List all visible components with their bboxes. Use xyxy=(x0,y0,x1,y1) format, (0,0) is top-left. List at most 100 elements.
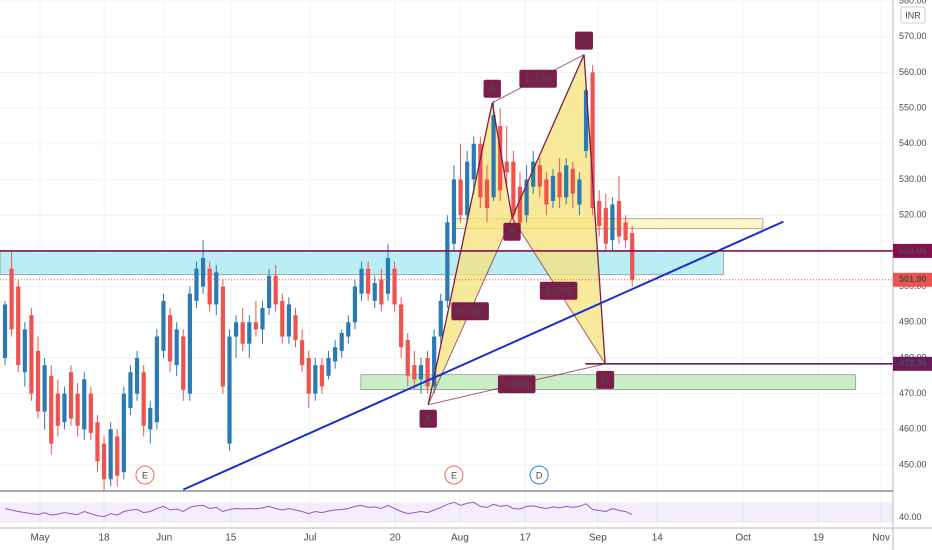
price-tag xyxy=(893,356,932,371)
candle-body xyxy=(392,268,397,305)
candle-body xyxy=(187,293,192,394)
y-tick-label: 570.00 xyxy=(899,31,927,41)
x-tick-label: 18 xyxy=(98,533,110,544)
candle-body xyxy=(16,286,21,366)
candle-body xyxy=(280,300,285,337)
candle-body xyxy=(583,90,589,151)
pattern-leg xyxy=(491,102,513,218)
pattern-leg xyxy=(427,102,493,405)
price-tag-label: 478.35 xyxy=(899,358,927,368)
candle-body xyxy=(412,365,417,380)
pattern-point-label-box xyxy=(419,409,437,428)
price-tag-label: 510.00 xyxy=(899,245,927,255)
candle-body xyxy=(399,304,404,348)
candle-body xyxy=(333,347,338,362)
candle-body xyxy=(55,393,60,426)
candle-body xyxy=(68,372,74,419)
candle-body xyxy=(590,72,595,209)
pattern-ratio: 0.388 xyxy=(456,306,484,318)
candle-body xyxy=(62,393,67,423)
candles xyxy=(2,65,635,490)
pattern-point-label: A xyxy=(489,83,497,95)
y-tick-label: 530.00 xyxy=(899,174,927,184)
candle-body xyxy=(451,179,457,244)
y-tick-label: 580.00 xyxy=(899,0,927,5)
candle-body xyxy=(379,279,384,305)
candle-body xyxy=(564,165,569,198)
candle-body xyxy=(471,143,476,180)
trendline xyxy=(182,220,784,491)
rsi-band xyxy=(0,502,893,523)
overlay-lines xyxy=(0,54,893,491)
candle-body xyxy=(88,393,93,433)
candle-body xyxy=(445,222,450,301)
candle-body xyxy=(35,350,41,412)
rsi-tick-label: 40.00 xyxy=(899,512,922,522)
candle-body xyxy=(425,357,430,387)
candle-body xyxy=(458,179,463,216)
candle-body xyxy=(286,304,292,337)
pattern-point-label: B xyxy=(508,226,515,238)
y-tick-label: 560.00 xyxy=(899,67,927,77)
candle-body xyxy=(214,272,219,305)
candle-body xyxy=(465,161,470,216)
candle-body xyxy=(29,315,34,394)
candle-body xyxy=(121,393,126,473)
y-tick-label: 460.00 xyxy=(899,424,927,434)
x-tick-label: 20 xyxy=(390,533,402,544)
candle-body xyxy=(537,165,542,187)
candle-body xyxy=(504,161,509,173)
x-tick-label: Oct xyxy=(735,533,751,544)
candle-body xyxy=(366,268,371,294)
candle-body xyxy=(49,375,54,444)
price-tag-label: 501.90 xyxy=(899,274,927,284)
candle-body xyxy=(352,286,358,323)
candle-body xyxy=(273,275,278,305)
pattern-triangle xyxy=(428,102,513,405)
candle-body xyxy=(293,315,298,341)
pattern-point-label-box xyxy=(503,222,521,241)
candle-body xyxy=(9,268,14,330)
pattern-leg xyxy=(583,54,606,364)
candle-body xyxy=(630,233,635,280)
candle-body xyxy=(616,200,622,237)
candle-body xyxy=(339,332,344,351)
price-tag xyxy=(893,272,932,287)
currency-label: INR xyxy=(905,10,921,20)
candle-body xyxy=(319,365,325,387)
pattern-ratio: 0.886 xyxy=(503,379,531,391)
candle-body xyxy=(385,258,391,294)
pattern-ratio-box xyxy=(497,375,536,394)
pattern-point-label-box xyxy=(596,370,615,389)
y-tick-label: 540.00 xyxy=(899,138,927,148)
candle-body xyxy=(240,322,245,344)
x-tick-label: 14 xyxy=(652,533,664,544)
candle-body xyxy=(247,322,252,344)
candle-body xyxy=(372,283,377,301)
event-marker xyxy=(529,465,549,485)
event-label: E xyxy=(451,470,457,480)
y-tick-label: 550.00 xyxy=(899,103,927,113)
candle-body xyxy=(550,175,556,201)
y-tick-label: 470.00 xyxy=(899,388,927,398)
pattern-ratio-box xyxy=(539,281,578,300)
price-tag xyxy=(893,243,932,258)
candle-body xyxy=(517,186,523,223)
candle-body xyxy=(597,200,602,226)
candle-body xyxy=(220,286,225,387)
candle-body xyxy=(75,393,80,426)
candle-body xyxy=(141,372,146,426)
candle-body xyxy=(207,268,212,305)
candle-body xyxy=(42,365,47,412)
candle-body xyxy=(438,300,443,337)
candle-body xyxy=(300,340,305,366)
candle-body xyxy=(623,222,628,241)
candle-body xyxy=(181,336,186,391)
pattern-fill xyxy=(428,54,606,405)
candle-body xyxy=(498,125,503,191)
y-tick-label: 450.00 xyxy=(899,459,927,469)
candle-body xyxy=(570,168,575,194)
pattern-point-label: X xyxy=(425,413,433,425)
candle-body xyxy=(260,307,265,330)
x-tick-label: Aug xyxy=(451,533,469,544)
